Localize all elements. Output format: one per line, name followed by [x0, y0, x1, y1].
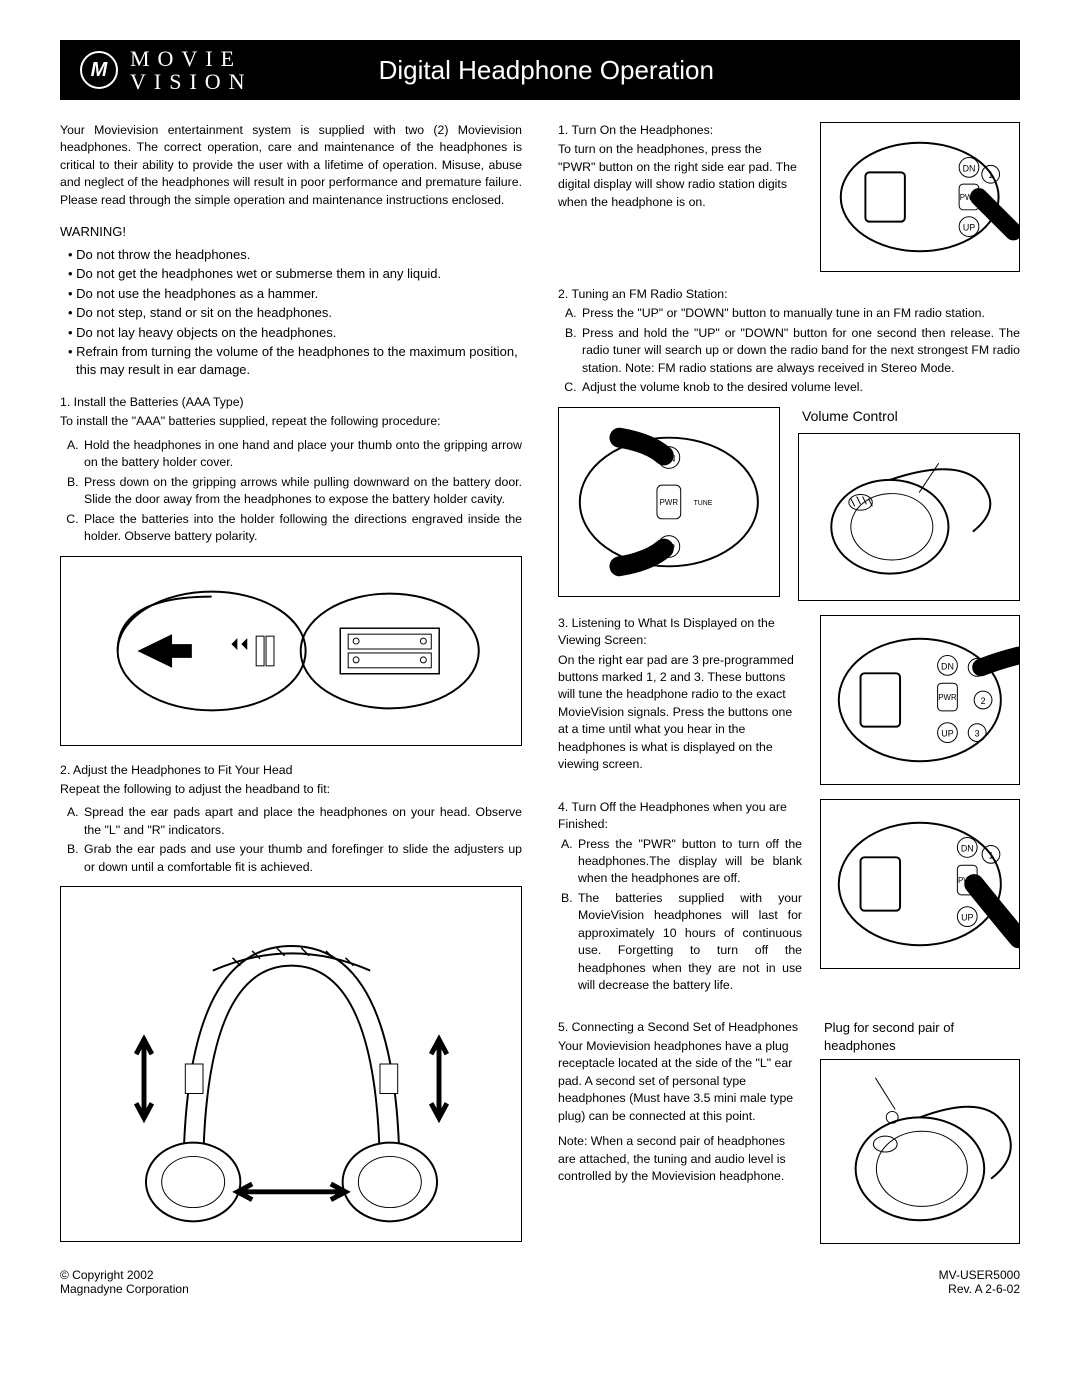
svg-text:PWR: PWR [660, 498, 679, 507]
volume-control-label: Volume Control [798, 407, 1020, 427]
r3-body: On the right ear pad are 3 pre-programme… [558, 652, 802, 774]
r5-note: Note: When a second pair of headphones a… [558, 1133, 802, 1185]
r2-item: Adjust the volume knob to the desired vo… [580, 379, 1020, 396]
headphones-illustration [60, 886, 522, 1242]
right-column: 1. Turn On the Headphones: To turn on th… [558, 122, 1020, 1258]
step2-subtext: Repeat the following to adjust the headb… [60, 781, 522, 798]
step1-subtext: To install the "AAA" batteries supplied,… [60, 413, 522, 430]
r1-body: To turn on the headphones, press the "PW… [558, 141, 802, 211]
battery-svg-icon [83, 557, 499, 745]
warning-item: Do not use the headphones as a hammer. [68, 285, 522, 303]
r2-sublist: Press the "UP" or "DOWN" button to manua… [558, 305, 1020, 396]
svg-text:UP: UP [961, 912, 973, 922]
volume-figure [798, 433, 1020, 601]
plug-label: Plug for second pair of headphones [820, 1019, 1020, 1056]
warning-item: Refrain from turning the volume of the h… [68, 343, 522, 380]
svg-text:UP: UP [941, 728, 953, 738]
step1-sublist: Hold the headphones in one hand and plac… [60, 437, 522, 546]
r3-figure: DN PWR UP 1 2 3 [820, 615, 1020, 785]
header-bar: M MOVIE VISION Digital Headphone Operati… [60, 40, 1020, 100]
copyright: © Copyright 2002 [60, 1268, 189, 1282]
svg-text:1: 1 [989, 850, 994, 860]
warning-item: Do not throw the headphones. [68, 246, 522, 264]
svg-text:2: 2 [981, 696, 986, 706]
battery-illustration [60, 556, 522, 746]
step2-item: Grab the ear pads and use your thumb and… [82, 841, 522, 876]
doc-number: MV-USER5000 [939, 1268, 1020, 1282]
step2-heading: 2. Adjust the Headphones to Fit Your Hea… [60, 762, 522, 779]
intro-paragraph: Your Movievision entertainment system is… [60, 122, 522, 209]
step1-heading: 1. Install the Batteries (AAA Type) [60, 394, 522, 411]
svg-text:DN: DN [961, 843, 974, 853]
r1-figure: DN UP PWR 1 [820, 122, 1020, 272]
r4-item: The batteries supplied with your MovieVi… [576, 890, 802, 995]
earpad-presets-icon: DN PWR UP 1 2 3 [821, 616, 1019, 784]
warning-heading: WARNING! [60, 223, 522, 241]
r3-heading: 3. Listening to What Is Displayed on the… [558, 615, 802, 650]
step1-item: Hold the headphones in one hand and plac… [82, 437, 522, 472]
step1-item: Press down on the gripping arrows while … [82, 474, 522, 509]
r5-heading: 5. Connecting a Second Set of Headphones [558, 1019, 802, 1036]
svg-text:3: 3 [975, 728, 980, 738]
earpad-pwr-icon: DN UP PWR 1 [821, 123, 1018, 271]
svg-text:TUNE: TUNE [694, 500, 713, 507]
step2-sublist: Spread the ear pads apart and place the … [60, 804, 522, 876]
r4-figure: DN PWR UP 1 [820, 799, 1020, 969]
svg-text:DN: DN [963, 163, 976, 173]
r4-heading: 4. Turn Off the Headphones when you are … [558, 799, 802, 834]
headphone-plug-icon [821, 1060, 1019, 1243]
doc-rev: Rev. A 2-6-02 [939, 1282, 1020, 1296]
company: Magnadyne Corporation [60, 1282, 189, 1296]
warning-list: Do not throw the headphones. Do not get … [60, 246, 522, 380]
warning-item: Do not lay heavy objects on the headphon… [68, 324, 522, 342]
r5-figure [820, 1059, 1020, 1244]
r1-heading: 1. Turn On the Headphones: [558, 122, 802, 139]
r2-heading: 2. Tuning an FM Radio Station: [558, 286, 1020, 303]
r4-sublist: Press the "PWR" button to turn off the h… [558, 836, 802, 995]
warning-item: Do not get the headphones wet or submers… [68, 265, 522, 283]
r5-body: Your Movievision headphones have a plug … [558, 1038, 802, 1125]
headphone-volume-icon [802, 434, 1017, 600]
earpad-off-icon: DN PWR UP 1 [821, 800, 1019, 968]
left-column: Your Movievision entertainment system is… [60, 122, 522, 1258]
r4-item: Press the "PWR" button to turn off the h… [576, 836, 802, 888]
earpad-tune-icon: DN UP PWR TUNE [560, 408, 778, 596]
tune-figure: DN UP PWR TUNE [558, 407, 780, 597]
footer: © Copyright 2002 Magnadyne Corporation M… [60, 1268, 1020, 1296]
r2-item: Press and hold the "UP" or "DOWN" button… [580, 325, 1020, 377]
warning-item: Do not step, stand or sit on the headpho… [68, 304, 522, 322]
step1-item: Place the batteries into the holder foll… [82, 511, 522, 546]
step2-item: Spread the ear pads apart and place the … [82, 804, 522, 839]
svg-text:1: 1 [989, 170, 994, 180]
svg-text:PWR: PWR [938, 693, 957, 702]
headphones-svg-icon [85, 887, 498, 1241]
r2-item: Press the "UP" or "DOWN" button to manua… [580, 305, 1020, 322]
svg-text:DN: DN [941, 661, 954, 671]
svg-text:UP: UP [963, 223, 975, 233]
page-title: Digital Headphone Operation [93, 55, 1000, 86]
